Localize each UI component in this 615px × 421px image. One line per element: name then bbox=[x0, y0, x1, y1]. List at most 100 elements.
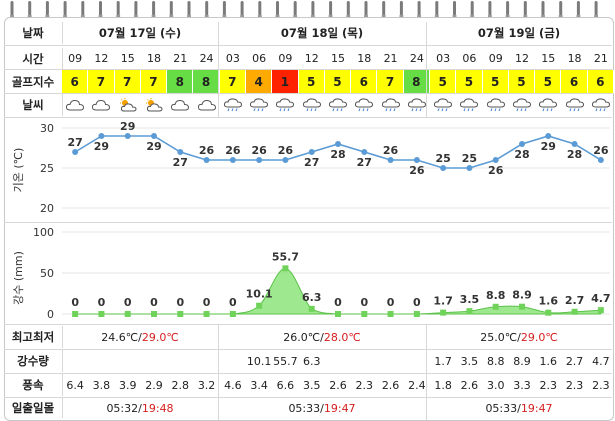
wind-speed-cell: 2.3 bbox=[565, 378, 584, 392]
sun-separator: / bbox=[320, 401, 324, 415]
temperature-label: 26 bbox=[199, 144, 215, 157]
time-cell: 24 bbox=[199, 52, 214, 65]
time-cell: 12 bbox=[304, 52, 319, 65]
cloudy-icon bbox=[62, 94, 88, 116]
golf-index-cell: 7 bbox=[140, 70, 168, 93]
binder-ring bbox=[470, 1, 475, 18]
partly-cloudy-icon bbox=[115, 94, 141, 116]
precipitation-point bbox=[124, 311, 131, 317]
date-day-2: 07월 18일 (목) bbox=[280, 26, 364, 40]
temperature-point bbox=[597, 157, 604, 163]
precipitation-point bbox=[72, 311, 79, 317]
binder-ring bbox=[45, 1, 50, 18]
binder-ring bbox=[381, 1, 386, 18]
precipitation-label: 0 bbox=[360, 296, 368, 309]
cloudy-icon bbox=[167, 94, 193, 116]
temperature-label: 26 bbox=[225, 144, 241, 157]
rain-amount-cell bbox=[115, 350, 141, 372]
golf-index-cell: 5 bbox=[429, 70, 457, 93]
binder-ring bbox=[523, 1, 528, 18]
rain-amount-cell bbox=[141, 350, 167, 372]
wind-speed-cell: 2.8 bbox=[171, 378, 190, 392]
sun-day-1: 05:32/19:48 bbox=[62, 398, 218, 418]
precipitation-point bbox=[361, 311, 368, 317]
rain-amount-cell bbox=[325, 350, 351, 372]
wind-speed-cell: 3.2 bbox=[197, 378, 216, 392]
rain-amount-cell: 2.7 bbox=[565, 354, 584, 368]
temperature-label: 27 bbox=[173, 156, 188, 169]
time-cell: 15 bbox=[541, 52, 556, 65]
precipitation-point bbox=[387, 311, 394, 317]
temperature-label: 29 bbox=[120, 120, 135, 133]
binder-ring bbox=[452, 1, 457, 18]
time-cell: 03 bbox=[436, 52, 451, 65]
temperature-label: 27 bbox=[67, 136, 82, 149]
rain-amount-cell: 1.7 bbox=[434, 354, 452, 368]
temperature-point bbox=[282, 157, 289, 163]
precipitation-point bbox=[229, 311, 236, 317]
wind-speed-cell: 3.4 bbox=[250, 378, 268, 392]
time-cell: 09 bbox=[488, 52, 503, 65]
golf-index-cell: 1 bbox=[272, 70, 299, 93]
divider bbox=[4, 324, 612, 325]
wind-speed-cell: 2.4 bbox=[408, 378, 426, 392]
golf-index-label: 골프지수 bbox=[4, 70, 63, 93]
rain-amount-cell: 8.8 bbox=[486, 354, 505, 368]
precipitation-point bbox=[413, 311, 420, 317]
temperature-point bbox=[361, 149, 368, 155]
golf-index-cell: 6 bbox=[561, 70, 588, 93]
y-axis-label: 강수 (mm) bbox=[12, 251, 25, 305]
precipitation-point bbox=[518, 303, 525, 310]
precipitation-point bbox=[282, 265, 289, 272]
high-low-row: 최고최저 24.6℃/29.0℃ 26.0℃/28.0℃ 25.0℃/29.0℃ bbox=[4, 326, 612, 348]
binder-ring bbox=[151, 1, 156, 18]
binder-ring bbox=[293, 1, 298, 18]
binder-ring bbox=[98, 1, 103, 18]
binder-ring bbox=[346, 1, 351, 18]
wind-speed-cell: 6.4 bbox=[66, 378, 84, 392]
sunrise-time: 05:33 bbox=[485, 401, 518, 415]
time-cell: 18 bbox=[357, 52, 372, 65]
precipitation-label: 1.6 bbox=[539, 295, 559, 308]
temperature-label: 29 bbox=[541, 140, 556, 153]
rain-cloud-icon bbox=[404, 94, 430, 116]
temperature-point bbox=[150, 133, 157, 139]
high-low-day-3: 25.0℃/29.0℃ bbox=[426, 326, 612, 348]
rain-amount-cell bbox=[62, 350, 88, 372]
binder-ring bbox=[576, 1, 581, 18]
low-temp: 24.6℃ bbox=[101, 330, 139, 344]
rain-amount-cell: 1.6 bbox=[539, 354, 558, 368]
wind-speed-cell: 1.8 bbox=[434, 378, 452, 392]
time-label: 시간 bbox=[4, 48, 63, 69]
binder-ring bbox=[399, 1, 404, 18]
precipitation-point bbox=[150, 311, 157, 317]
precipitation-point bbox=[256, 302, 263, 309]
temperature-point bbox=[492, 157, 499, 163]
rain-amount-row: 강수량 10.1 55.7 6.3 1.7 3.5 8.8 8.9 1.6 2.7 4.7 bbox=[4, 350, 612, 372]
rain-cloud-icon bbox=[351, 94, 377, 116]
divider bbox=[4, 349, 612, 350]
golf-index-cell: 8 bbox=[403, 70, 430, 93]
rain-amount-cell: 10.1 bbox=[246, 354, 272, 368]
wind-speed-row: 풍속 6.4 3.8 3.9 2.9 2.8 3.2 4.6 3.4 6.6 3.5 2.6 2.3 2… bbox=[4, 374, 612, 396]
temperature-point bbox=[518, 141, 525, 147]
binder-ring bbox=[505, 1, 510, 18]
precipitation-label: 0 bbox=[203, 296, 211, 309]
sunrise-sunset-label: 일출일몰 bbox=[4, 398, 63, 418]
precipitation-point bbox=[545, 309, 552, 316]
sunrise-time: 05:33 bbox=[288, 401, 321, 415]
wind-speed-cell: 3.9 bbox=[118, 378, 137, 392]
wind-speed-cell: 3.5 bbox=[302, 378, 321, 392]
wind-speed-cell: 3.0 bbox=[486, 378, 505, 392]
sunrise-time: 05:32 bbox=[106, 401, 139, 415]
y-tick-label: 25 bbox=[40, 162, 54, 175]
precipitation-label: 2.7 bbox=[565, 294, 585, 307]
divider bbox=[4, 397, 612, 398]
rain-amount-cell: 3.5 bbox=[460, 354, 479, 368]
temp-separator: / bbox=[138, 330, 142, 344]
sunset-time: 19:47 bbox=[323, 401, 356, 415]
temperature-label: 25 bbox=[435, 152, 450, 165]
rain-cloud-icon bbox=[509, 94, 535, 116]
binder-ring bbox=[487, 1, 492, 18]
temperature-label: 26 bbox=[593, 144, 609, 157]
